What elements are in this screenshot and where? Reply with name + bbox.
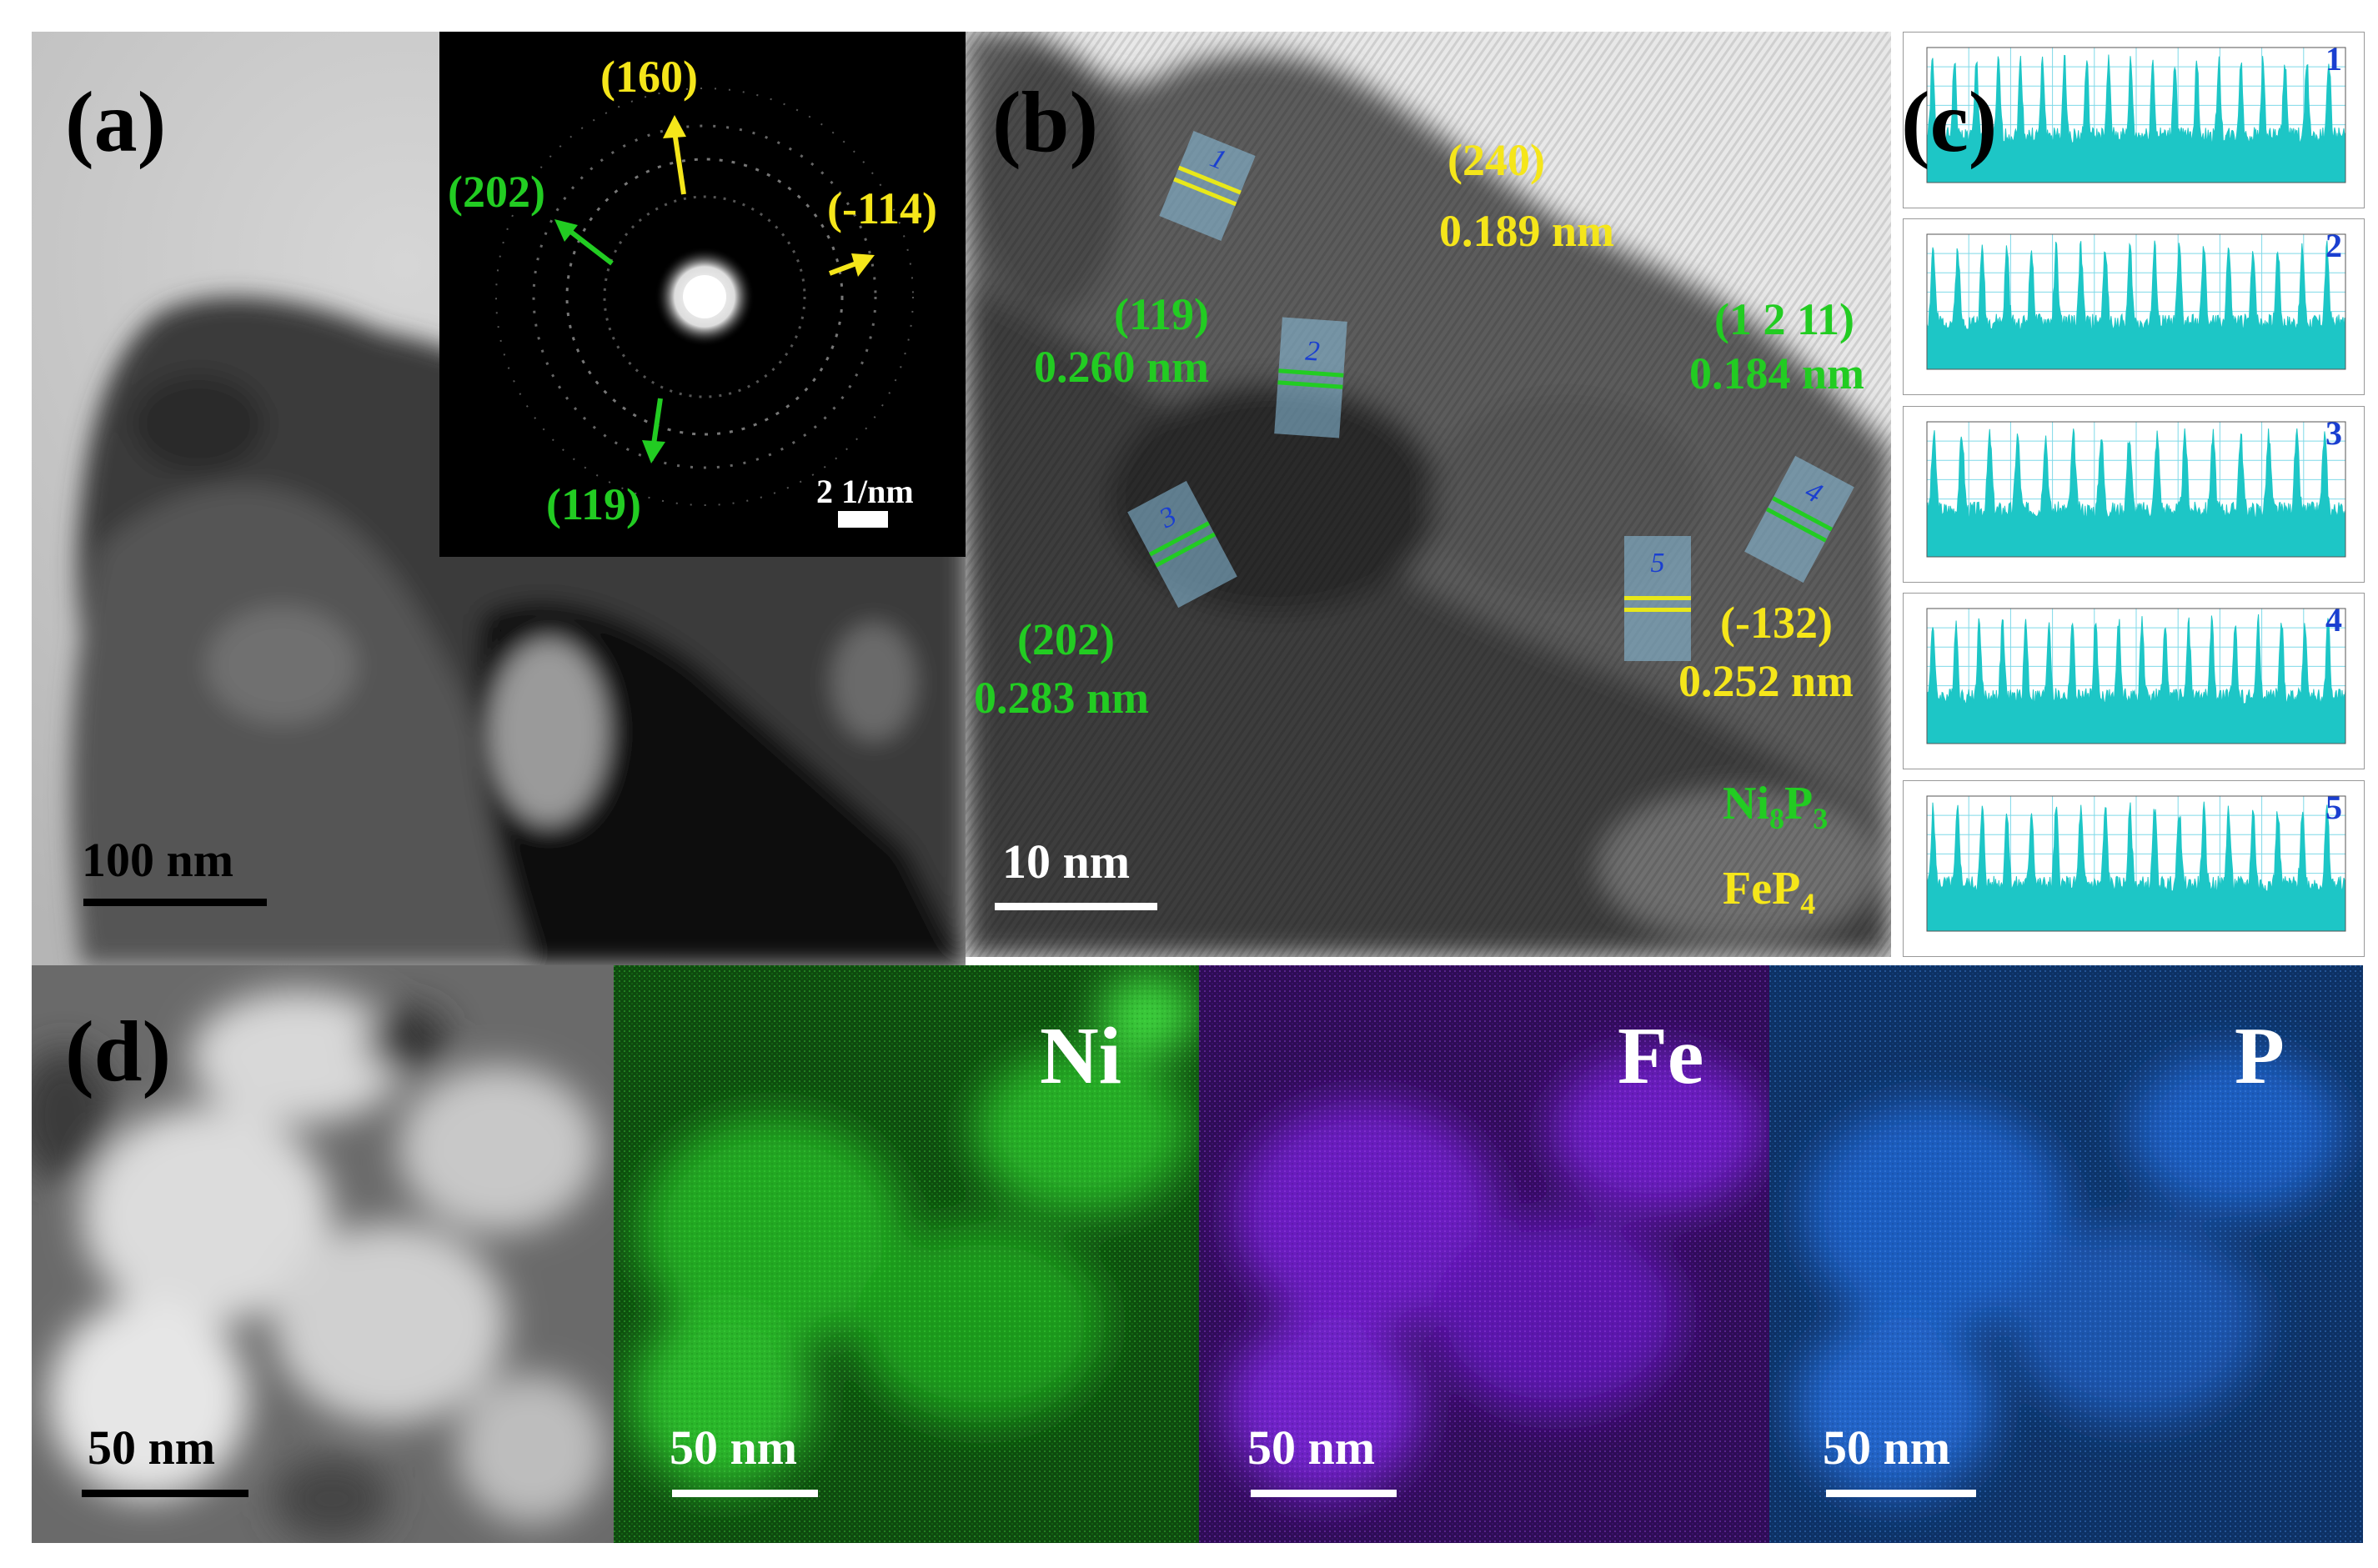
saed-inset: (160) (-114) (202) (119) 2 1/nm: [439, 32, 966, 557]
saed-plane-202: (202): [448, 167, 545, 217]
panel-a-scale-bar-label: 100 nm: [82, 833, 234, 887]
fe-scale-bar-label: 50 nm: [1247, 1420, 1376, 1475]
annotation-119-plane: (119): [1114, 289, 1209, 339]
panel-a-scale-bar: [83, 899, 267, 906]
panel-b-scale-bar-label: 10 nm: [1002, 834, 1131, 889]
line-profile-5: 5: [1903, 780, 2365, 957]
haadf-scale-bar: [82, 1490, 248, 1497]
eds-map-fe: [1199, 965, 1769, 1543]
eds-map-ni: [614, 965, 1199, 1543]
haadf-scale-bar-label: 50 nm: [88, 1420, 216, 1475]
line-profile-3: 3: [1903, 406, 2365, 583]
eds-element-label-fe: Fe: [1618, 1011, 1704, 1101]
saed-plane-160: (160): [600, 52, 698, 102]
legend-ni8p3: Ni8P3: [1723, 778, 1829, 836]
fe-scale-bar: [1251, 1490, 1397, 1497]
annotation-m132-spacing: 0.252 nm: [1678, 656, 1854, 706]
panel-b-hrtem-image: 1 2 3 4 5 (240) 0.189 nm (119) 0.260 nm …: [966, 32, 1891, 957]
ni-scale-bar-label: 50 nm: [670, 1420, 798, 1475]
roi-region-5: 5: [1624, 536, 1691, 661]
annotation-202-plane: (202): [1017, 614, 1115, 664]
eds-element-label-ni: Ni: [1040, 1011, 1121, 1101]
saed-plane-m114: (-114): [827, 183, 937, 233]
panel-b-label: (b): [992, 74, 1099, 170]
saed-scale-bar-label: 2 1/nm: [816, 473, 914, 510]
annotation-1211-plane: (1 2 11): [1714, 294, 1854, 344]
line-profile-4: 4: [1903, 593, 2365, 769]
eds-element-label-p: P: [2235, 1011, 2285, 1101]
ni-scale-bar: [672, 1490, 818, 1497]
roi-region-2: 2: [1274, 317, 1347, 438]
panel-c-label: (c): [1901, 74, 1998, 170]
line-profile-2: 2: [1903, 218, 2365, 395]
p-scale-bar-label: 50 nm: [1823, 1420, 1951, 1475]
p-scale-bar: [1826, 1490, 1976, 1497]
legend-fep4: FeP4: [1723, 863, 1816, 921]
annotation-1211-spacing: 0.184 nm: [1689, 348, 1865, 398]
eds-map-p: [1769, 965, 2363, 1543]
annotation-202-spacing: 0.283 nm: [974, 673, 1150, 723]
line-profile-1: 1: [1903, 32, 2365, 208]
annotation-240-plane: (240): [1447, 135, 1545, 185]
annotation-240-spacing: 0.189 nm: [1439, 206, 1615, 256]
panel-b-scale-bar: [995, 903, 1157, 910]
panel-d-label: (d): [65, 1004, 172, 1100]
haadf-stem-image: [32, 965, 614, 1543]
saed-plane-119: (119): [546, 479, 641, 529]
hrtem-lattice-image: [966, 32, 1891, 957]
annotation-119-spacing: 0.260 nm: [1034, 342, 1210, 392]
panel-a-label: (a): [65, 74, 167, 170]
annotation-m132-plane: (-132): [1720, 598, 1833, 648]
diffraction-pattern: [495, 88, 914, 528]
